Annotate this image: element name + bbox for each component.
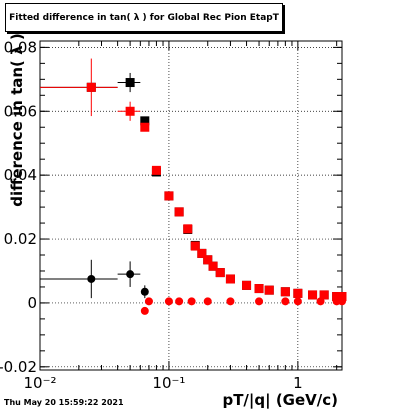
data-point-circle — [140, 306, 149, 315]
data-point-circle — [140, 287, 149, 296]
data-point-circle — [293, 297, 302, 306]
data-point-square — [254, 284, 264, 294]
data-point-square — [293, 288, 303, 298]
chart-title: Fitted difference in tan( λ ) for Global… — [5, 3, 283, 32]
data-points — [40, 58, 347, 315]
data-point-square — [86, 82, 96, 92]
data-point-square — [208, 261, 218, 271]
data-point-square — [190, 241, 200, 251]
data-point-square — [125, 78, 135, 88]
data-point-circle — [126, 270, 135, 279]
data-point-circle — [187, 297, 196, 306]
data-point-square — [140, 122, 150, 132]
y-tick-label: 0.08 — [4, 38, 37, 56]
grid-lines — [40, 41, 342, 370]
y-axis-label: difference in tan( λ ) — [8, 33, 26, 207]
data-point-square — [242, 280, 252, 290]
data-point-square — [140, 116, 150, 126]
data-point-circle — [164, 297, 173, 306]
data-point-square — [151, 165, 161, 175]
data-point-circle — [255, 297, 264, 306]
y-tick-label: 0 — [27, 294, 37, 312]
data-point-square — [164, 191, 174, 201]
axes: -0.02 0 0.02 0.04 0.06 0.08 10⁻² 10⁻¹ 1 — [0, 38, 343, 392]
data-point-circle — [203, 297, 212, 306]
y-tick-label: 0.02 — [4, 230, 37, 248]
data-point-circle — [281, 297, 290, 306]
y-tick-label: 0.06 — [4, 102, 37, 120]
data-point-circle — [87, 274, 96, 283]
data-point-square — [225, 274, 235, 284]
data-point-circle — [175, 297, 184, 306]
y-tick-label: -0.02 — [0, 358, 37, 376]
data-point-square — [337, 292, 347, 302]
data-point-square — [280, 287, 290, 297]
plot-frame — [39, 40, 343, 371]
data-point-circle — [338, 297, 346, 306]
data-point-square — [308, 290, 318, 300]
data-point-square — [183, 224, 193, 234]
data-point-square — [197, 248, 207, 258]
data-point-circle — [316, 297, 325, 306]
timestamp: Thu May 20 15:59:22 2021 — [4, 398, 124, 407]
x-tick-label: 1 — [293, 374, 303, 392]
data-point-circle — [226, 297, 235, 306]
data-point-square — [203, 255, 213, 265]
y-tick-label: 0.04 — [4, 166, 37, 184]
data-point-square — [319, 290, 329, 300]
data-point-square — [125, 106, 135, 116]
data-point-circle — [144, 297, 153, 306]
data-point-square — [215, 268, 225, 278]
data-point-square — [332, 292, 342, 302]
x-tick-label: 10⁻¹ — [152, 374, 185, 392]
x-tick-label: 10⁻² — [23, 374, 56, 392]
data-point-square — [174, 207, 184, 217]
data-point-square — [264, 285, 274, 295]
x-axis-label: pT/|q| (GeV/c) — [222, 391, 338, 409]
